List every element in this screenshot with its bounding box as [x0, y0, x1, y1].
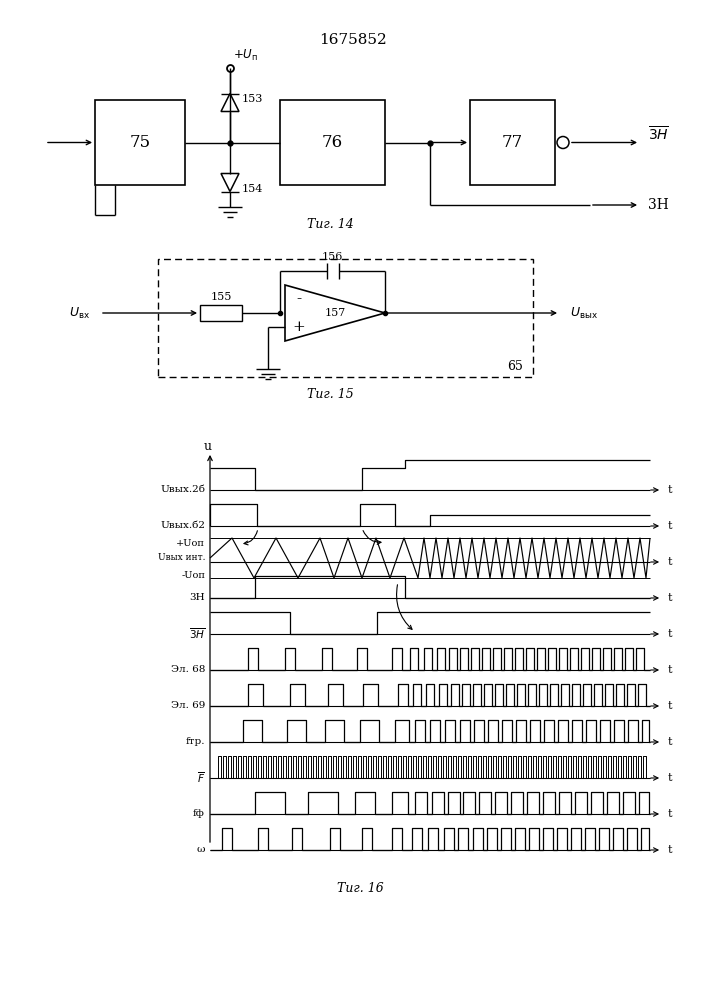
Text: 65: 65: [507, 360, 523, 373]
Text: fф: fф: [193, 810, 205, 818]
Bar: [200, 305, 242, 321]
Text: Τиг. 15: Τиг. 15: [307, 388, 354, 401]
Text: t: t: [668, 557, 672, 567]
Text: 156: 156: [322, 252, 343, 262]
Text: Эл. 69: Эл. 69: [170, 702, 205, 710]
Text: $\overline{F}$: $\overline{F}$: [197, 771, 205, 785]
Text: $\overline{3H}$: $\overline{3H}$: [189, 627, 205, 641]
Text: u: u: [204, 440, 212, 452]
Text: 77: 77: [502, 134, 523, 151]
Text: t: t: [668, 521, 672, 531]
Text: $U_{\rm вых}$: $U_{\rm вых}$: [570, 305, 598, 321]
Text: t: t: [668, 665, 672, 675]
Text: 75: 75: [129, 134, 151, 151]
Text: t: t: [668, 485, 672, 495]
Text: t: t: [668, 701, 672, 711]
Text: 1675852: 1675852: [319, 33, 387, 47]
Text: 76: 76: [322, 134, 343, 151]
Text: t: t: [668, 809, 672, 819]
Text: $U_{\rm вх}$: $U_{\rm вх}$: [69, 305, 90, 321]
Text: -Uоп: -Uоп: [181, 572, 205, 580]
Text: +: +: [293, 320, 305, 334]
Bar: [95, 100, 185, 185]
Text: t: t: [668, 737, 672, 747]
Text: t: t: [668, 845, 672, 855]
Bar: [470, 100, 555, 185]
Text: +Uоп: +Uоп: [176, 540, 205, 548]
Text: Uвых инт.: Uвых инт.: [158, 554, 205, 562]
Text: $+U_{\rm п}$: $+U_{\rm п}$: [233, 48, 258, 63]
Text: 157: 157: [325, 308, 346, 318]
Text: ω: ω: [197, 846, 205, 854]
Text: Uвых.б2: Uвых.б2: [160, 522, 205, 530]
Text: Эл. 68: Эл. 68: [170, 666, 205, 674]
Text: -: -: [296, 292, 302, 306]
Text: fтр.: fтр.: [185, 738, 205, 746]
Text: 155: 155: [210, 292, 232, 302]
Text: 154: 154: [242, 184, 264, 194]
Text: 3Н: 3Н: [189, 593, 205, 602]
Text: t: t: [668, 593, 672, 603]
Bar: [280, 100, 385, 185]
Text: Uвых.2б: Uвых.2б: [160, 486, 205, 494]
Text: t: t: [668, 773, 672, 783]
Text: 153: 153: [242, 94, 264, 104]
Text: $\overline{3H}$: $\overline{3H}$: [648, 125, 669, 144]
Text: Τиг. 14: Τиг. 14: [307, 219, 354, 232]
Bar: [158, 259, 533, 377]
Text: Τиг. 16: Τиг. 16: [337, 882, 383, 894]
Text: 3H: 3H: [648, 198, 669, 212]
Text: t: t: [668, 629, 672, 639]
